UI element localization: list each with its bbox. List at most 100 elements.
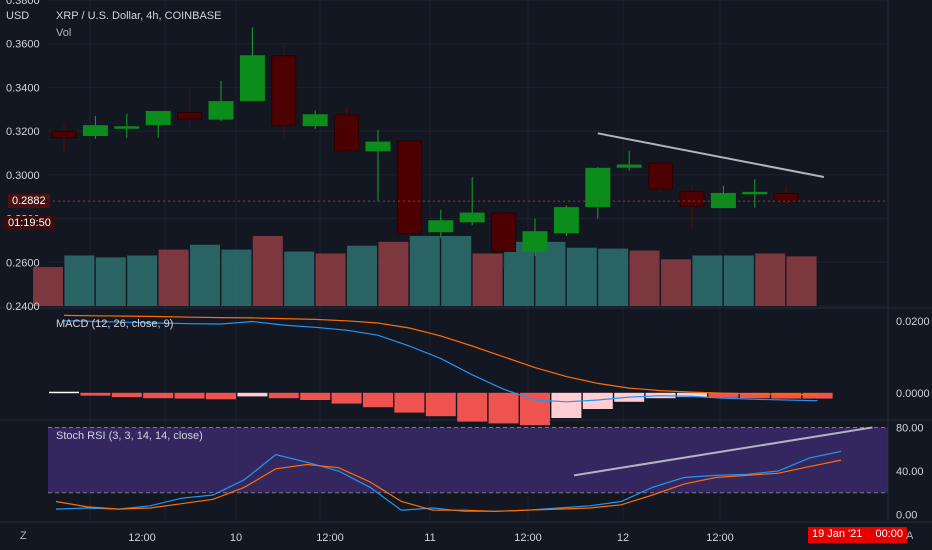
macd-tick-label: 0.0000 xyxy=(896,388,930,400)
volume-bar xyxy=(127,255,158,306)
macd-histogram-bar xyxy=(237,392,268,397)
candle-body xyxy=(773,192,799,202)
candle-body xyxy=(710,192,736,209)
time-tick-label: 11 xyxy=(424,532,435,544)
macd-histogram-bar xyxy=(300,392,331,400)
macd-histogram-bar xyxy=(582,392,613,409)
stoch-tick-label: 80.00 xyxy=(896,422,924,434)
candle-body xyxy=(82,125,108,137)
candle-body xyxy=(114,126,140,129)
volume-label: Vol xyxy=(56,27,72,39)
time-tick-label: 12:00 xyxy=(316,532,344,544)
price-tick-label: 0.3000 xyxy=(6,170,40,182)
symbol-title: XRP / U.S. Dollar, 4h, COINBASE xyxy=(56,10,222,22)
bar-countdown: 01:19:50 xyxy=(4,216,55,230)
macd-histogram-bar xyxy=(457,392,488,422)
volume-bar xyxy=(252,236,283,306)
volume-bar xyxy=(95,257,126,306)
macd-histogram-bar xyxy=(520,392,550,426)
volume-bar xyxy=(661,259,691,306)
macd-histogram-bar xyxy=(739,392,770,399)
macd-histogram-bar xyxy=(363,392,393,408)
volume-bar xyxy=(786,256,817,306)
stoch-rsi-pane: 0.00 40.00 80.00 xyxy=(48,422,924,522)
candle-body xyxy=(491,212,517,252)
stoch-d-line xyxy=(55,459,842,512)
volume-bar xyxy=(378,241,409,306)
macd-histogram-bar xyxy=(331,392,362,404)
volume-bar xyxy=(472,253,503,306)
candle-body xyxy=(553,207,579,234)
candle-body xyxy=(396,140,422,235)
volume-bar xyxy=(409,236,440,306)
stoch-tick-label: 40.00 xyxy=(896,466,924,478)
volume-bars xyxy=(33,236,817,306)
macd-histogram-bar xyxy=(143,392,174,399)
price-trendline xyxy=(597,132,825,179)
candle-body xyxy=(616,164,642,168)
macd-histogram-bar xyxy=(708,392,739,398)
time-tick-label: 12:00 xyxy=(706,532,734,544)
price-tick-label: 0.2400 xyxy=(6,301,40,313)
volume-bar xyxy=(284,251,315,306)
volume-bar xyxy=(158,249,189,306)
date-badge-time: 00:00 xyxy=(875,528,904,540)
macd-histogram-bar xyxy=(677,392,707,398)
macd-histogram-bar xyxy=(174,392,205,399)
price-tick-label: 0.2600 xyxy=(6,257,40,269)
zoom-reset-button[interactable]: Z xyxy=(20,530,27,542)
macd-title: MACD (12, 26, close, 9) xyxy=(56,318,174,330)
volume-bar xyxy=(315,253,346,306)
macd-histogram-bar xyxy=(425,392,456,417)
stoch-tick-label: 0.00 xyxy=(896,510,917,522)
macd-tick-label: 0.0200 xyxy=(896,316,930,328)
volume-bar xyxy=(441,236,472,306)
volume-bar xyxy=(535,241,566,306)
macd-histogram-bar xyxy=(49,391,79,394)
candle-body xyxy=(742,191,768,195)
volume-bar xyxy=(504,241,534,306)
candle-body xyxy=(145,110,171,126)
volume-bar xyxy=(33,267,63,306)
currency-label[interactable]: USD xyxy=(6,10,30,22)
volume-bar xyxy=(221,249,252,306)
macd-histogram-bar xyxy=(802,392,833,399)
candle-body xyxy=(428,220,454,233)
stoch-band xyxy=(48,427,888,493)
volume-bar xyxy=(190,244,220,306)
candle-body xyxy=(459,212,485,223)
volume-bar xyxy=(692,255,723,306)
candle-body xyxy=(679,190,705,208)
stoch-trendline xyxy=(573,426,873,477)
current-price-label: 0.2882 xyxy=(8,194,50,208)
macd-histogram-bar xyxy=(488,392,519,424)
candle-body xyxy=(522,231,548,252)
volume-bar xyxy=(723,255,754,306)
candle-body xyxy=(239,55,265,102)
macd-histogram-bar xyxy=(771,392,802,399)
price-tick-label: 0.3200 xyxy=(6,126,40,138)
volume-bar xyxy=(347,245,377,306)
price-tick-label: 0.3400 xyxy=(6,82,40,94)
macd-histogram-bar xyxy=(268,392,299,399)
macd-macd-line xyxy=(63,320,818,403)
time-tick-label: 10 xyxy=(230,532,242,544)
candle-body xyxy=(177,112,203,120)
macd-histogram-bar xyxy=(551,392,582,418)
macd-histogram-bar xyxy=(80,392,111,396)
auto-scale-button[interactable]: A xyxy=(906,530,914,542)
macd-histogram-bar xyxy=(394,392,425,413)
price-tick-label: 0.3800 xyxy=(6,0,40,7)
candle-body xyxy=(365,141,391,152)
time-axis[interactable]: 12:00 10 12:00 11 12:00 12 12:00 xyxy=(128,532,734,544)
stoch-rsi-title: Stoch RSI (3, 3, 14, 14, close) xyxy=(56,430,203,442)
candle-body xyxy=(585,167,611,208)
candle-body xyxy=(51,130,77,139)
macd-pane: 0.0000 0.0200 xyxy=(49,314,930,426)
volume-bar xyxy=(598,248,629,306)
candle-body xyxy=(302,114,328,127)
candlesticks[interactable] xyxy=(48,27,888,282)
macd-histogram-bar xyxy=(206,392,236,400)
candle-body xyxy=(271,55,297,127)
